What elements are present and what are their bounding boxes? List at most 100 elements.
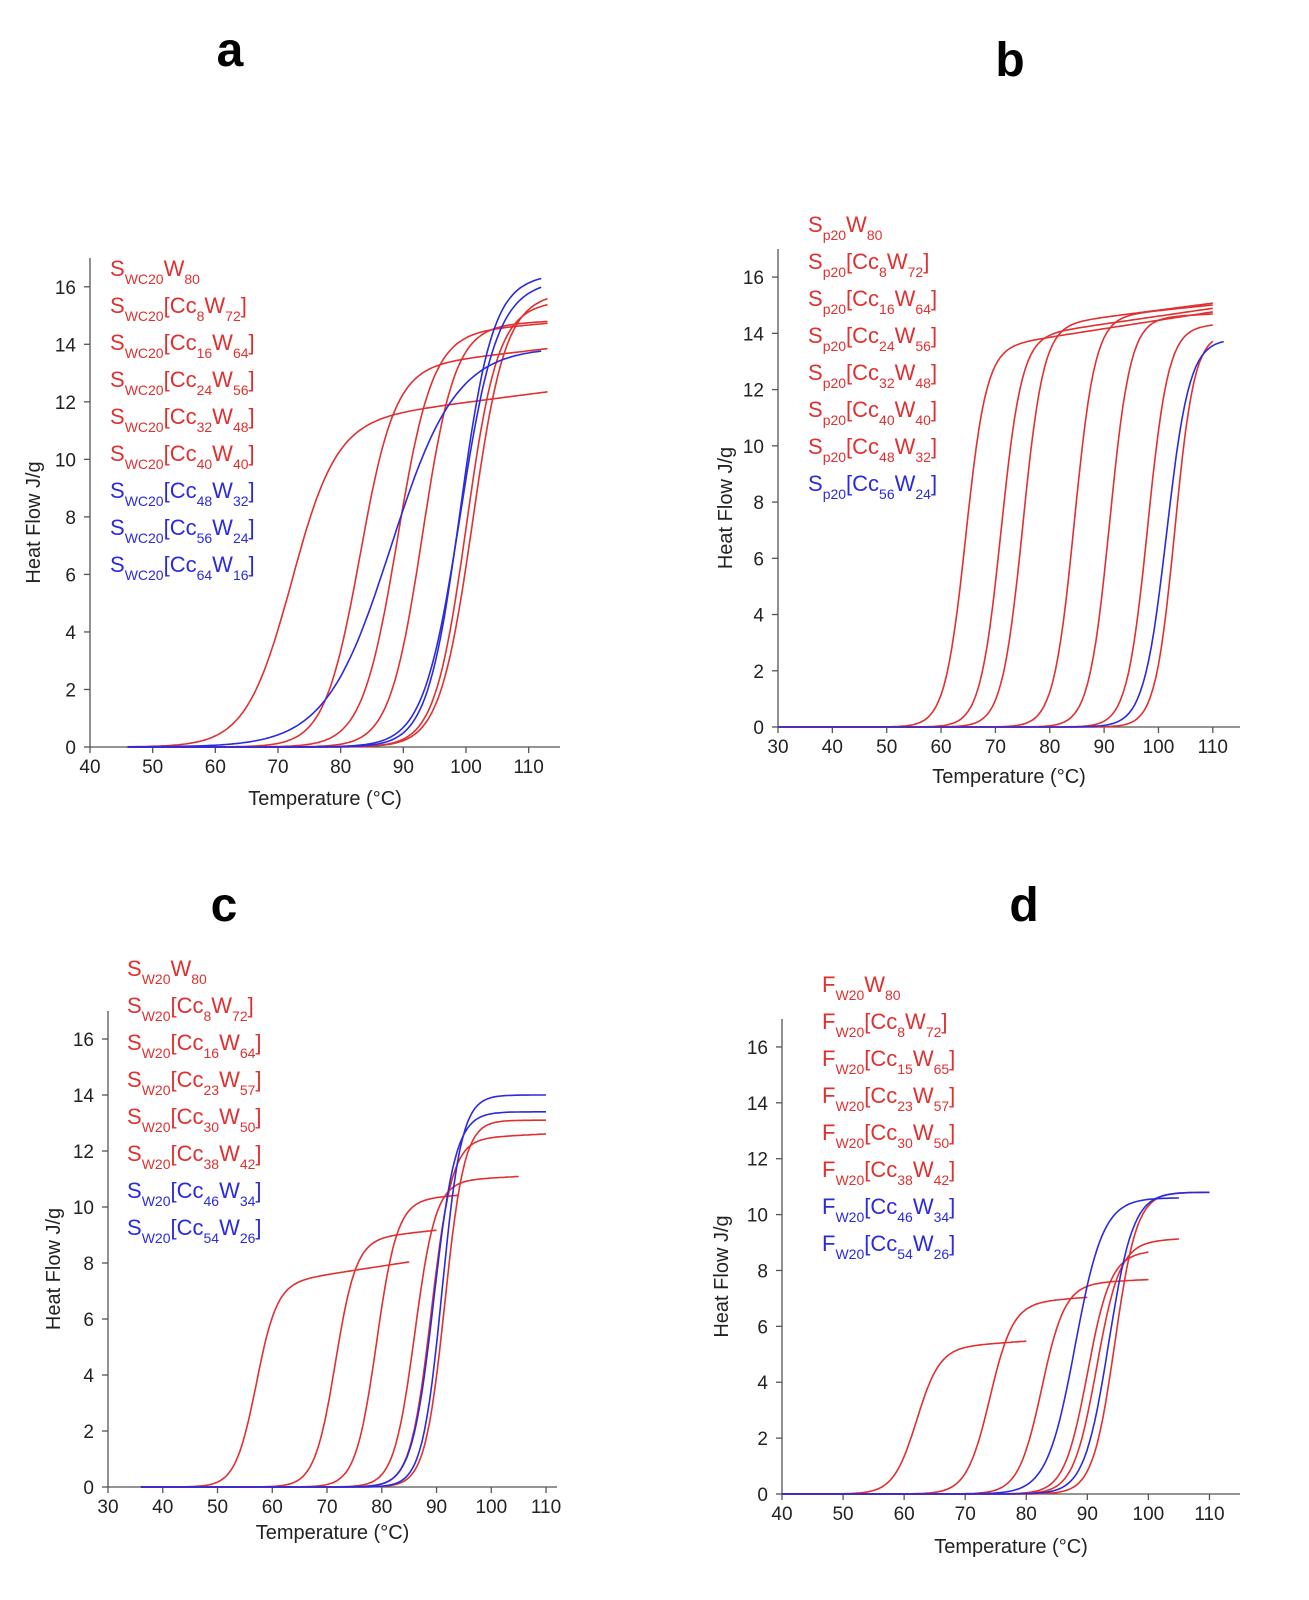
- y-tick-label: 10: [747, 1206, 768, 1227]
- x-tick-label: 70: [955, 1504, 976, 1525]
- panel-letter-d: d: [1009, 879, 1038, 932]
- y-tick-label: 0: [65, 738, 76, 759]
- legend-entry: SW20[Cc8W72]: [127, 993, 254, 1024]
- legend-entry: FW20[Cc23W57]: [822, 1083, 955, 1114]
- y-tick-label: 14: [747, 1094, 769, 1115]
- x-tick-label: 100: [475, 1497, 507, 1518]
- x-tick-label: 80: [371, 1497, 392, 1518]
- chart-panel-a: 40 50 60 70 80 90 100 110 0 2 4 6 8 10 12 14 16 Temperatu…: [23, 256, 560, 810]
- y-tick-label: 16: [55, 278, 76, 299]
- y-axis-title: Heat Flow J/g: [43, 1208, 65, 1330]
- y-tick-label: 12: [73, 1142, 94, 1163]
- y-tick-label: 10: [743, 437, 764, 458]
- legend-entry: FW20[Cc8W72]: [822, 1009, 948, 1040]
- x-axis-title: Temperature (°C): [248, 788, 402, 810]
- legend-entry: FW20[Cc38W42]: [822, 1157, 955, 1188]
- x-tick-label: 100: [450, 757, 482, 778]
- y-axis-title: Heat Flow J/g: [715, 447, 737, 569]
- y-tick-label: 4: [753, 606, 764, 627]
- y-tick-label: 6: [65, 565, 76, 586]
- y-tick-label: 4: [65, 623, 76, 644]
- panel-letter-c: c: [211, 879, 238, 932]
- x-tick-label: 80: [1016, 1504, 1037, 1525]
- y-tick-label: 0: [83, 1478, 94, 1499]
- x-tick-label: 80: [330, 757, 351, 778]
- y-tick-label: 4: [83, 1366, 94, 1387]
- y-tick-label: 8: [753, 493, 764, 514]
- series-line: [127, 277, 542, 748]
- legend-entry: Sp20W80: [808, 212, 883, 243]
- y-tick-label: 12: [747, 1150, 768, 1171]
- legend-entry: FW20[Cc54W26]: [822, 1231, 955, 1262]
- legend-entry: SW20[Cc46W34]: [127, 1178, 262, 1209]
- y-tick-label: 8: [757, 1261, 768, 1282]
- y-axis-title: Heat Flow J/g: [711, 1215, 733, 1337]
- legend-entry: SW20[Cc30W50]: [127, 1104, 262, 1135]
- x-tick-label: 30: [767, 737, 788, 758]
- x-tick-label: 50: [142, 757, 163, 778]
- y-tick-label: 4: [757, 1373, 768, 1394]
- legend-entry: SW20[Cc54W26]: [127, 1215, 262, 1246]
- y-tick-label: 0: [757, 1485, 768, 1506]
- x-tick-label: 40: [79, 757, 100, 778]
- y-tick-label: 2: [757, 1429, 768, 1450]
- y-tick-label: 0: [753, 718, 764, 739]
- x-tick-label: 40: [822, 737, 843, 758]
- x-tick-label: 60: [894, 1504, 915, 1525]
- chart-panel-b: 30 40 50 60 70 80 90 100 110 0 2 4 6 8 10 12 14 16 Tempera…: [715, 212, 1240, 788]
- x-tick-label: 90: [1094, 737, 1115, 758]
- x-axis-title: Temperature (°C): [932, 766, 1086, 788]
- series-line: [140, 1119, 546, 1488]
- y-axis-title: Heat Flow J/g: [23, 461, 45, 583]
- y-tick-label: 6: [753, 549, 764, 570]
- legend-entry: FW20W80: [822, 972, 901, 1003]
- legend-entry: SWC20[Cc24W56]: [110, 367, 255, 398]
- x-axis-title: Temperature (°C): [934, 1536, 1088, 1558]
- legend-entry: SWC20[Cc56W24]: [110, 515, 255, 546]
- series-line: [140, 1111, 546, 1488]
- legend-entry: FW20[Cc30W50]: [822, 1120, 955, 1151]
- x-tick-label: 30: [97, 1497, 118, 1518]
- legend-entry: Sp20[Cc40W40]: [808, 397, 937, 428]
- x-axis-title: Temperature (°C): [256, 1522, 410, 1544]
- series-line: [782, 1191, 1210, 1495]
- y-tick-label: 16: [743, 268, 764, 289]
- legend-entry: SWC20[Cc8W72]: [110, 293, 247, 324]
- x-tick-label: 50: [832, 1504, 853, 1525]
- x-tick-label: 70: [316, 1497, 337, 1518]
- legend-entry: SWC20[Cc48W32]: [110, 478, 255, 509]
- series-line: [140, 1261, 410, 1488]
- y-tick-label: 14: [743, 324, 765, 345]
- series-line: [782, 1197, 1179, 1495]
- legend-entry: FW20[Cc15W65]: [822, 1046, 955, 1077]
- x-tick-label: 60: [262, 1497, 283, 1518]
- chart-panel-c: 30 40 50 60 70 80 90 100 110 0 2 4 6 8 10 12 14 16 Tempera…: [43, 956, 561, 1544]
- x-tick-label: 80: [1039, 737, 1060, 758]
- series-line: [140, 1094, 546, 1488]
- legend-entry: Sp20[Cc16W64]: [808, 286, 937, 317]
- y-tick-label: 12: [743, 381, 764, 402]
- y-tick-label: 6: [757, 1317, 768, 1338]
- legend-entry: SW20[Cc23W57]: [127, 1067, 262, 1098]
- chart-panel-d: 40 50 60 70 80 90 100 110 0 2 4 6 8 10 12 14 16 Temperatu…: [711, 972, 1240, 1558]
- x-tick-label: 50: [207, 1497, 228, 1518]
- y-tick-label: 12: [55, 393, 76, 414]
- legend-entry: SW20W80: [127, 956, 207, 987]
- x-tick-label: 110: [514, 757, 544, 778]
- legend-entry: Sp20[Cc56W24]: [808, 471, 937, 502]
- legend-entry: SWC20[Cc40W40]: [110, 441, 255, 472]
- x-tick-label: 100: [1143, 737, 1175, 758]
- y-tick-label: 16: [747, 1038, 768, 1059]
- legend-entry: Sp20[Cc8W72]: [808, 249, 929, 280]
- legend-entry: SWC20[Cc64W16]: [110, 552, 255, 583]
- y-tick-label: 2: [753, 662, 764, 683]
- y-tick-label: 8: [65, 508, 76, 529]
- y-tick-label: 14: [73, 1086, 95, 1107]
- legend-entry: Sp20[Cc48W32]: [808, 434, 937, 465]
- x-tick-label: 100: [1133, 1504, 1165, 1525]
- y-tick-label: 10: [73, 1198, 94, 1219]
- x-tick-label: 90: [393, 757, 414, 778]
- x-tick-label: 70: [985, 737, 1006, 758]
- series-line: [127, 350, 542, 748]
